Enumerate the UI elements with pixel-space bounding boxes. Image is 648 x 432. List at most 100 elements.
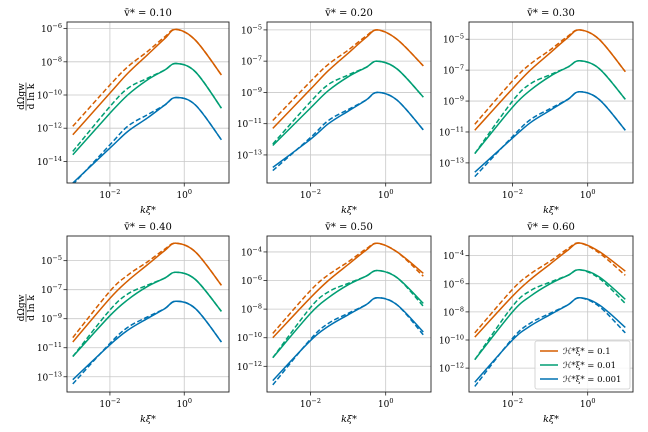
subplot-title: v̄* = 0.30 xyxy=(526,8,575,19)
series-line-dashed-1 xyxy=(272,269,424,359)
y-tick-label: 10−6 xyxy=(241,274,262,287)
series-line-dashed-2 xyxy=(474,297,626,387)
series-line-dashed-0 xyxy=(72,242,222,339)
legend-label: ℋ*ξ* = 0.1 xyxy=(563,347,611,357)
plot-area xyxy=(469,22,633,183)
y-tick-label: 10−12 xyxy=(37,122,62,135)
y-label-denominator: d ln k xyxy=(27,295,37,321)
x-axis-label: kξ* xyxy=(341,205,357,216)
y-tick-label: 10−8 xyxy=(443,305,464,318)
x-tick-label: 100 xyxy=(378,188,394,201)
axes-frame xyxy=(266,235,432,393)
series-line-dashed-0 xyxy=(474,29,626,125)
series-line-dashed-1 xyxy=(72,271,222,357)
y-tick-label: 10−9 xyxy=(241,86,262,99)
series-line-dashed-2 xyxy=(272,296,424,386)
series-line-solid-2 xyxy=(474,90,626,173)
plot-area xyxy=(67,236,229,392)
axes-frame xyxy=(468,21,634,184)
subplot-title: v̄* = 0.60 xyxy=(526,222,575,233)
x-tick-label: 100 xyxy=(580,397,596,410)
y-axis-label: dΩgw d ln k xyxy=(17,82,37,111)
y-tick-label: 10−13 xyxy=(37,370,62,383)
y-tick-label: 10−4 xyxy=(443,249,464,262)
y-tick-label: 10−5 xyxy=(241,23,262,36)
series-line-dashed-0 xyxy=(474,242,626,334)
x-axis-label: kξ* xyxy=(341,414,357,425)
y-tick-label: 10−9 xyxy=(443,95,464,108)
y-tick-label: 10−12 xyxy=(237,360,262,373)
series-line-dashed-1 xyxy=(474,60,626,155)
y-tick-label: 10−14 xyxy=(37,155,62,168)
x-tick-label: 10−2 xyxy=(502,188,523,201)
subplot-title: v̄* = 0.10 xyxy=(123,8,172,19)
axes-frame xyxy=(468,235,634,393)
x-tick-label: 10−2 xyxy=(99,188,120,201)
legend-label: ℋ*ξ* = 0.001 xyxy=(563,375,621,385)
y-tick-label: 10−6 xyxy=(41,22,62,35)
x-tick-label: 100 xyxy=(176,188,192,201)
series-line-dashed-1 xyxy=(474,268,626,361)
x-axis-label: kξ* xyxy=(140,205,156,216)
y-tick-label: 10−9 xyxy=(41,312,62,325)
subplot-title: v̄* = 0.50 xyxy=(324,222,373,233)
series-line-solid-0 xyxy=(474,242,626,338)
subplot-4: 10−2 100 10−13 10−11 10−9 10−7 10−5 v̄* = 0.40 k… xyxy=(17,222,230,425)
x-tick-label: 100 xyxy=(580,188,596,201)
axes-frame xyxy=(66,235,230,393)
y-tick-label: 10−4 xyxy=(241,245,262,258)
x-tick-label: 10−2 xyxy=(300,397,321,410)
y-tick-label: 10−12 xyxy=(439,362,464,375)
x-tick-label: 10−2 xyxy=(300,188,321,201)
y-tick-label: 10−7 xyxy=(443,64,464,77)
y-tick-label: 10−8 xyxy=(41,55,62,68)
y-tick-label: 10−10 xyxy=(37,89,62,102)
legend-label: ℋ*ξ* = 0.01 xyxy=(563,361,616,371)
series-line-dashed-2 xyxy=(272,91,424,172)
subplot-3: 10−2 100 10−13 10−11 10−9 10−7 10−5 v̄* = 0.30 k… xyxy=(439,8,634,216)
x-axis-label: kξ* xyxy=(543,205,559,216)
subplot-5: 10−2 100 10−12 10−10 10−8 10−6 10−4 v̄* = 0.50 k… xyxy=(237,222,432,425)
subplot-2: 10−2 100 10−13 10−11 10−9 10−7 10−5 v̄* = 0.20 k… xyxy=(237,8,432,216)
y-label-numerator: dΩgw xyxy=(17,83,27,110)
y-tick-label: 10−10 xyxy=(439,334,464,347)
subplot-6: 10−2 100 10−12 10−10 10−8 10−6 10−4 v̄* = 0.60 k… xyxy=(439,222,634,425)
x-axis-label: kξ* xyxy=(140,414,156,425)
series-line-solid-2 xyxy=(72,96,223,183)
y-tick-label: 10−6 xyxy=(443,277,464,290)
series-line-dashed-1 xyxy=(272,60,424,145)
subplot-title: v̄* = 0.20 xyxy=(324,8,373,19)
y-tick-label: 10−8 xyxy=(241,303,262,316)
series-line-dashed-2 xyxy=(73,96,223,183)
y-tick-label: 10−10 xyxy=(237,331,262,344)
y-tick-label: 10−5 xyxy=(41,254,62,267)
y-label-denominator: d ln k xyxy=(27,83,37,109)
series-line-dashed-2 xyxy=(474,90,626,178)
plot-area xyxy=(67,22,229,183)
series-line-dashed-1 xyxy=(72,62,223,152)
subplot-1: 10−2 100 10−14 10−12 10−10 10−8 10−6 v̄* = 0.10… xyxy=(17,8,230,216)
x-tick-label: 10−2 xyxy=(502,397,523,410)
x-axis-label: kξ* xyxy=(543,414,559,425)
y-label-numerator: dΩgw xyxy=(17,294,27,321)
axes-frame xyxy=(66,21,230,184)
series-line-solid-0 xyxy=(72,28,223,136)
x-tick-label: 100 xyxy=(176,397,192,410)
y-tick-label: 10−7 xyxy=(241,55,262,68)
y-tick-label: 10−13 xyxy=(237,148,262,161)
subplot-title: v̄* = 0.40 xyxy=(123,222,172,233)
series-line-dashed-0 xyxy=(272,242,424,334)
y-tick-label: 10−11 xyxy=(37,341,62,354)
y-tick-label: 10−11 xyxy=(237,117,262,130)
series-line-dashed-0 xyxy=(272,29,424,122)
y-axis-label: dΩgw d ln k xyxy=(17,294,37,322)
y-tick-label: 10−11 xyxy=(439,125,464,138)
axes-frame xyxy=(266,21,432,184)
plot-area xyxy=(267,22,431,183)
legend: ℋ*ξ* = 0.1 ℋ*ξ* = 0.01 ℋ*ξ* = 0.001 xyxy=(534,340,631,390)
series-line-dashed-2 xyxy=(72,300,222,385)
y-tick-label: 10−5 xyxy=(443,33,464,46)
y-tick-label: 10−13 xyxy=(439,156,464,169)
x-tick-label: 10−2 xyxy=(99,397,120,410)
